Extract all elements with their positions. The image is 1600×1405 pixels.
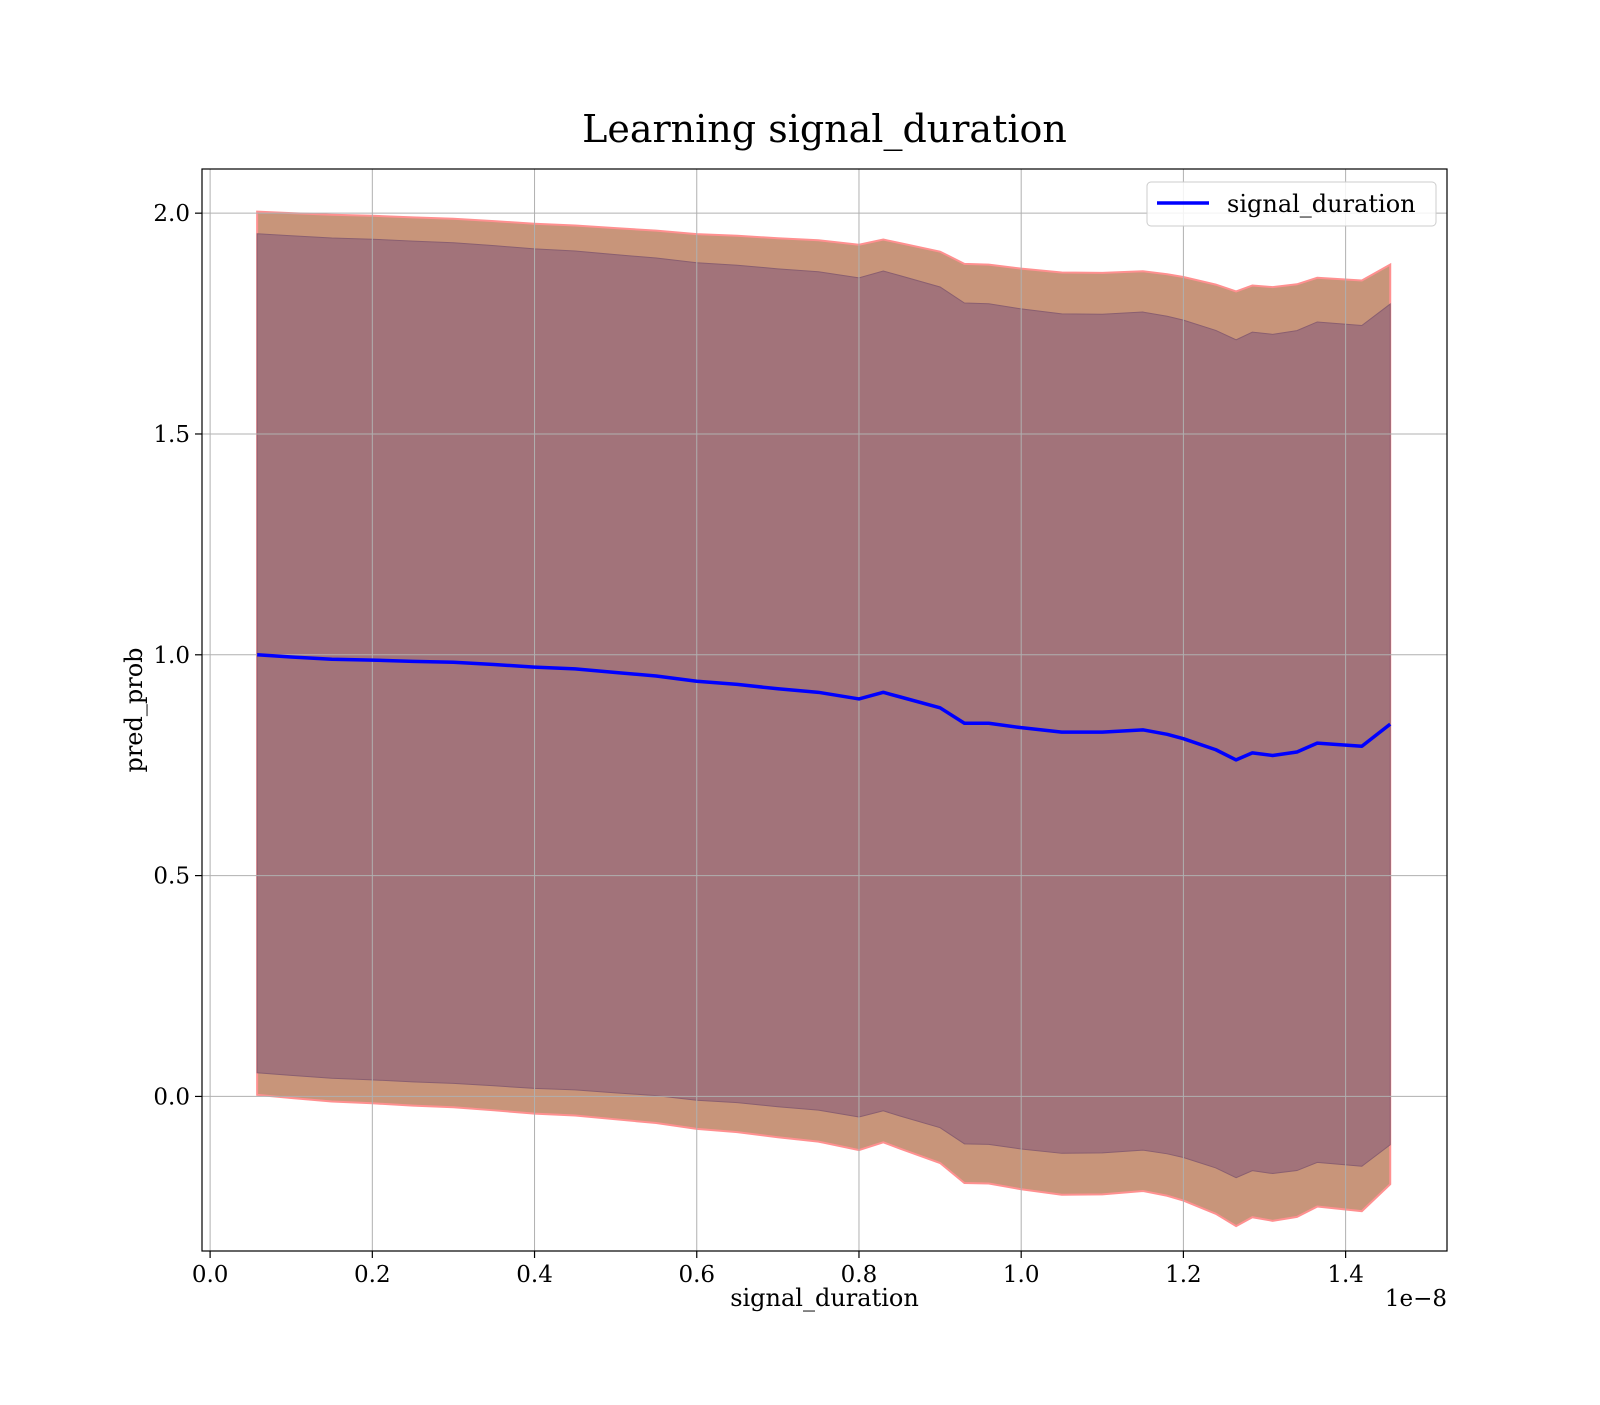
x-axis-ticks: 0.0 0.2 0.4 0.6 0.8 1.0 1.2 1.4 [192,1251,1364,1288]
legend-label-signal-duration: signal_duration [1227,190,1416,218]
x-axis-label: signal_duration [730,1284,919,1312]
legend-box [1146,181,1437,227]
x-tick-label: 1.2 [1165,1262,1202,1288]
y-axis-label: pred_prob [120,647,148,772]
series-line-signal-duration [257,653,1392,762]
x-tick-label: 1.0 [1003,1262,1040,1288]
y-tick-label: 2.0 [153,201,190,227]
x-tick-label: 0.8 [841,1262,878,1288]
x-tick-label: 0.4 [516,1262,553,1288]
series-lines [257,653,1392,762]
inner-confidence-band [256,233,1391,1179]
x-tick-label: 1.4 [1327,1262,1364,1288]
x-tick-label: 0.2 [354,1262,391,1288]
x-tick-label: 0.6 [678,1262,715,1288]
y-axis-ticks: 0.0 0.5 1.0 1.5 2.0 [153,201,202,1110]
y-tick-label: 0.0 [153,1084,190,1110]
x-axis-offset-label: 1e−8 [1385,1286,1447,1312]
chart-title: Learning signal_duration [582,107,1067,152]
y-tick-label: 1.0 [153,643,190,669]
y-tick-label: 1.5 [153,422,190,448]
confidence-bands [256,210,1392,1228]
y-tick-label: 0.5 [153,864,190,890]
plot-frame [201,168,1448,1252]
legend: signal_duration [1146,181,1437,227]
x-tick-label: 0.0 [192,1262,229,1288]
grid [202,169,1447,1251]
